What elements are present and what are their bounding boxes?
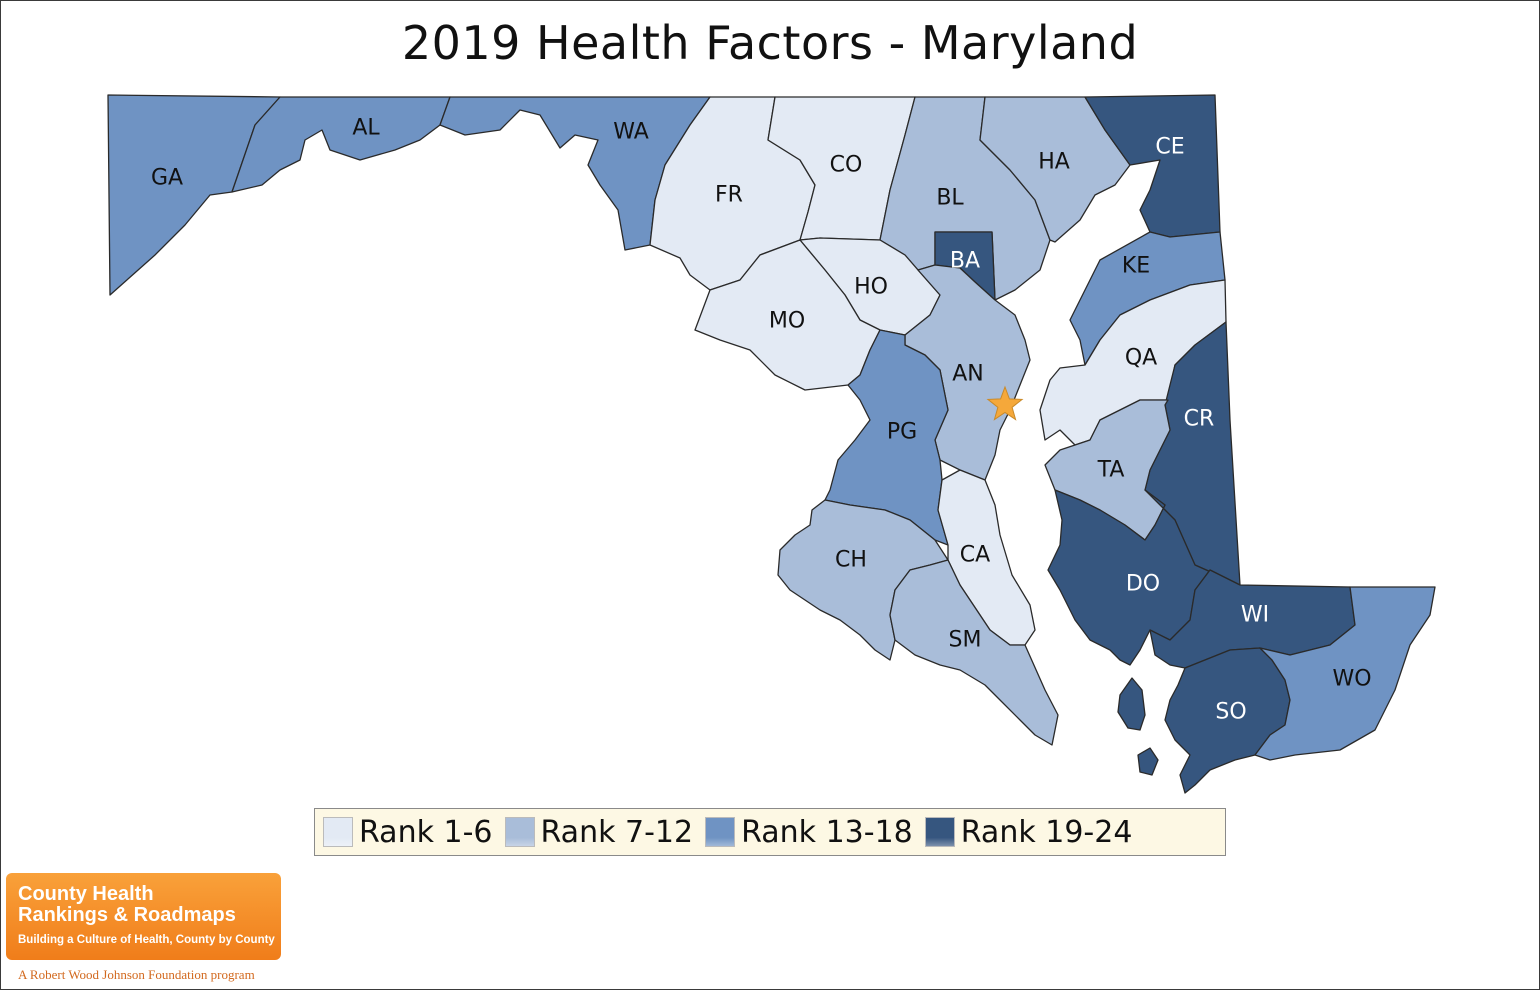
county-label-mo: MO [769,309,805,334]
county-label-ce: CE [1155,135,1184,160]
county-label-ca: CA [960,543,990,568]
legend-item-rank-1-6: Rank 1-6 [323,815,493,850]
county-label-pg: PG [887,420,917,445]
legend-label: Rank 13-18 [741,814,913,850]
county-label-wi: WI [1241,603,1269,628]
legend-item-rank-7-12: Rank 7-12 [504,814,694,850]
county-label-sm: SM [949,628,982,653]
county-ch[interactable] [777,499,949,661]
logo-foundation: A Robert Wood Johnson Foundation program [18,967,255,982]
legend-item-rank-13-18: Rank 13-18 [705,815,913,850]
county-label-an: AN [952,362,984,387]
county-label-ke: KE [1122,254,1150,279]
county-label-ba: BA [950,249,980,274]
county-do-island-2 [1137,747,1159,776]
county-al[interactable] [231,96,451,193]
star-icon [986,385,1024,421]
county-label-ga: GA [151,166,183,191]
logo-tagline: Building a Culture of Health, County by … [18,934,275,946]
county-ga[interactable] [107,94,281,296]
legend-label: Rank 1-6 [359,814,493,850]
county-label-bl: BL [936,186,964,211]
legend-swatch [924,817,955,847]
county-label-ha: HA [1038,150,1070,175]
county-do-island-1 [1117,677,1146,731]
legend-swatch [504,817,535,847]
county-label-do: DO [1126,572,1160,597]
logo-line2: Rankings & Roadmaps [18,904,236,926]
county-label-cr: CR [1184,407,1215,432]
county-sm[interactable] [889,559,1059,746]
chrr-logo[interactable]: County Health Rankings & Roadmaps Buildi… [6,873,281,960]
county-label-ch: CH [835,548,867,573]
legend-swatch [323,817,353,847]
county-label-al: AL [352,116,380,141]
county-label-wa: WA [613,120,649,145]
legend: Rank 1-6 Rank 7-12 Rank 13-18 Rank 19-24 [314,808,1226,856]
county-label-qa: QA [1125,346,1157,371]
county-wo[interactable] [1254,586,1436,761]
county-label-ho: HO [854,275,888,300]
legend-label: Rank 7-12 [540,814,694,850]
county-label-so: SO [1215,700,1246,725]
county-label-ta: TA [1097,458,1125,483]
legend-swatch [705,817,736,847]
county-label-co: CO [830,153,863,178]
county-label-wo: WO [1332,667,1371,692]
legend-label: Rank 19-24 [960,814,1133,850]
county-ce[interactable] [1084,94,1221,238]
logo-line1: County Health [18,883,154,905]
map-title: 2019 Health Factors - Maryland [401,16,1139,70]
legend-item-rank-19-24: Rank 19-24 [924,814,1133,850]
county-label-fr: FR [715,183,743,208]
